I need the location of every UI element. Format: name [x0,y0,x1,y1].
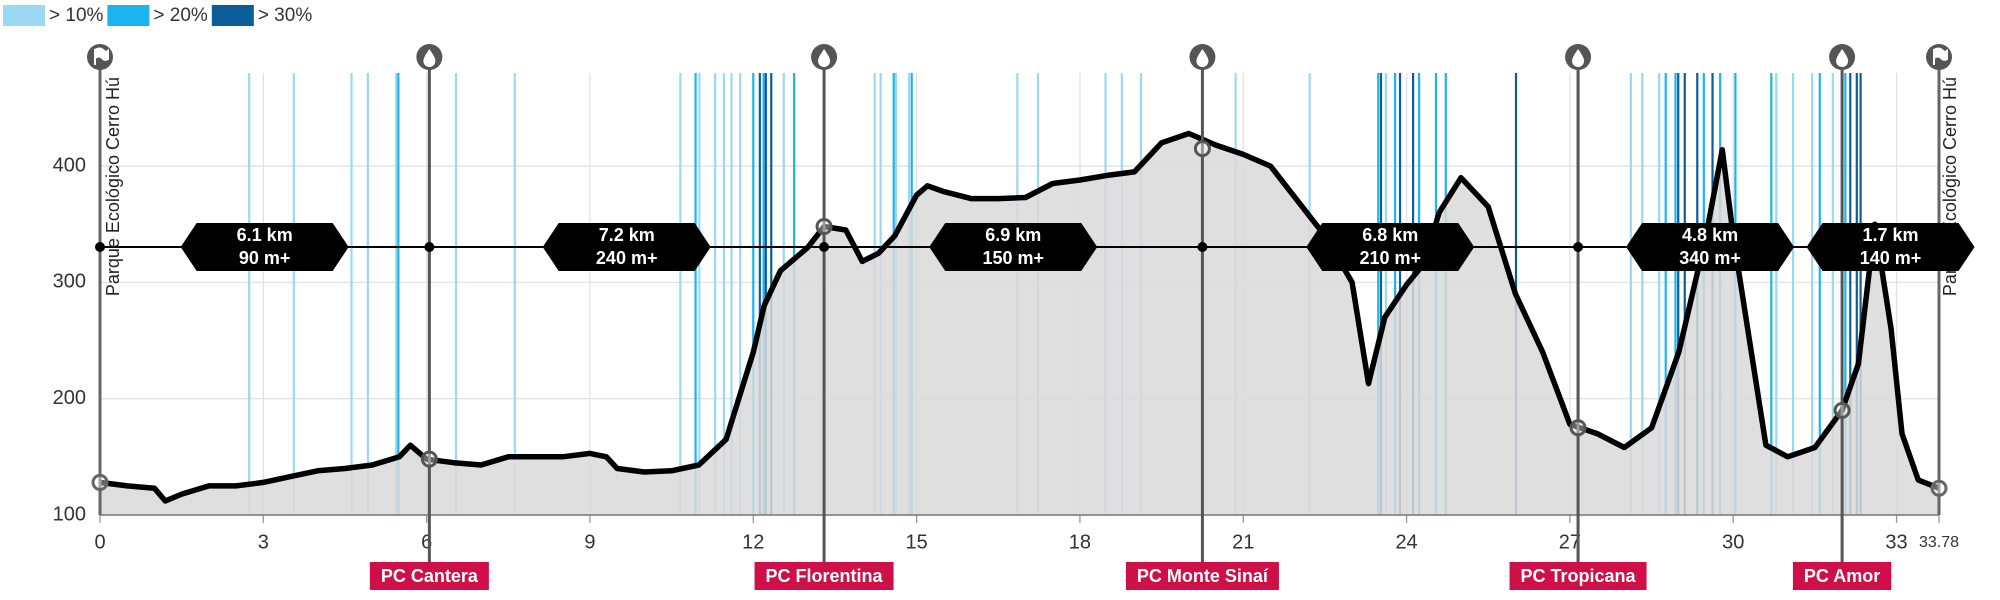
checkpoint-dot [424,242,435,252]
icon-glyph [1933,47,1948,65]
segment-badge [1306,223,1475,271]
checkpoint-badge: PC Amor [1792,562,1892,590]
y-tick-label: 100 [53,503,86,525]
segment-badge [542,223,711,271]
checkpoint-dot [1197,242,1208,252]
checkpoint-label: PC Amor [1804,566,1880,586]
segment-distance: 6.8 km [1362,225,1418,245]
x-tick-label: 21 [1232,531,1254,553]
endpoint-label: Parque Ecológico Cerro Hú [103,77,123,296]
segment-badge [180,223,349,271]
checkpoint-marker [1833,401,1851,419]
checkpoint-dot [1573,242,1584,252]
x-tick-label: 12 [742,531,764,553]
water-icon [416,44,443,70]
y-tick-label: 400 [53,154,86,176]
x-tick-label: 27 [1559,531,1581,553]
segment-gain: 140 m+ [1860,248,1922,268]
legend-swatch [107,5,150,26]
checkpoint-marker [420,450,438,468]
checkpoint-badge: PC Cantera [369,562,489,590]
checkpoint-label: PC Monte Sinaí [1137,566,1269,586]
segment-distance: 4.8 km [1682,225,1738,245]
y-tick-label: 300 [53,271,86,293]
x-tick-label: 3 [258,531,269,553]
icon-glyph [818,49,831,67]
y-tick-label: 200 [53,387,86,409]
x-tick-label: 9 [584,531,595,553]
checkpoint-marker [1569,419,1587,437]
x-tick-label: 33.78 [1919,534,1959,551]
water-icon [1829,44,1856,70]
segment-gain: 340 m+ [1679,248,1741,268]
checkpoint-badge-bg [369,562,489,590]
water-icon [811,44,838,70]
segment-badge [1806,223,1975,271]
icon-glyph [1836,49,1849,67]
water-icon [1189,44,1216,70]
x-tick-label: 33 [1885,531,1907,553]
checkpoint-marker [815,218,833,236]
icon-glyph [1572,49,1585,67]
segment-distance: 1.7 km [1863,225,1919,245]
endpoint-marker [1930,479,1948,497]
flag-icon [87,44,113,70]
x-tick-label: 6 [421,531,432,553]
segment-distance: 7.2 km [599,225,655,245]
checkpoint-label: PC Tropicana [1521,566,1637,586]
checkpoint-label: PC Florentina [766,566,884,586]
segment-badge [929,223,1098,271]
x-tick-label: 0 [94,531,105,553]
legend-label: > 10% [49,5,104,26]
endpoint-marker [91,473,109,491]
checkpoint-marker [1193,140,1211,158]
segment-gain: 90 m+ [239,248,291,268]
segment-gain: 210 m+ [1359,248,1421,268]
x-tick-label: 30 [1722,531,1744,553]
legend-label: > 20% [153,5,208,26]
checkpoint-badge: PC Florentina [754,562,894,590]
segment-gain: 150 m+ [982,248,1044,268]
profile-line [99,130,1941,504]
checkpoint-badge: PC Tropicana [1509,562,1647,590]
checkpoint-label: PC Cantera [381,566,479,586]
endpoint-dot [95,242,105,252]
icon-glyph [94,47,109,65]
checkpoint-dot [819,242,830,252]
legend-swatch [211,5,254,26]
legend-label: > 30% [258,5,313,26]
legend-swatch [3,5,45,26]
segment-gain: 240 m+ [596,248,658,268]
x-tick-label: 15 [905,531,927,553]
checkpoint-badge-bg [1509,562,1647,590]
water-icon [1565,44,1592,70]
segment-distance: 6.1 km [237,225,293,245]
checkpoint-badge-bg [1792,562,1892,590]
flag-icon [1926,44,1952,70]
x-tick-label: 24 [1395,531,1417,553]
profile-area [100,133,1939,515]
checkpoint-badge-bg [754,562,894,590]
icon-glyph [1196,49,1209,67]
segment-badge [1626,223,1795,271]
checkpoint-badge: PC Monte Sinaí [1125,562,1279,590]
segment-distance: 6.9 km [985,225,1041,245]
checkpoint-badge-bg [1125,562,1279,590]
icon-glyph [423,49,436,67]
x-tick-label: 18 [1069,531,1091,553]
